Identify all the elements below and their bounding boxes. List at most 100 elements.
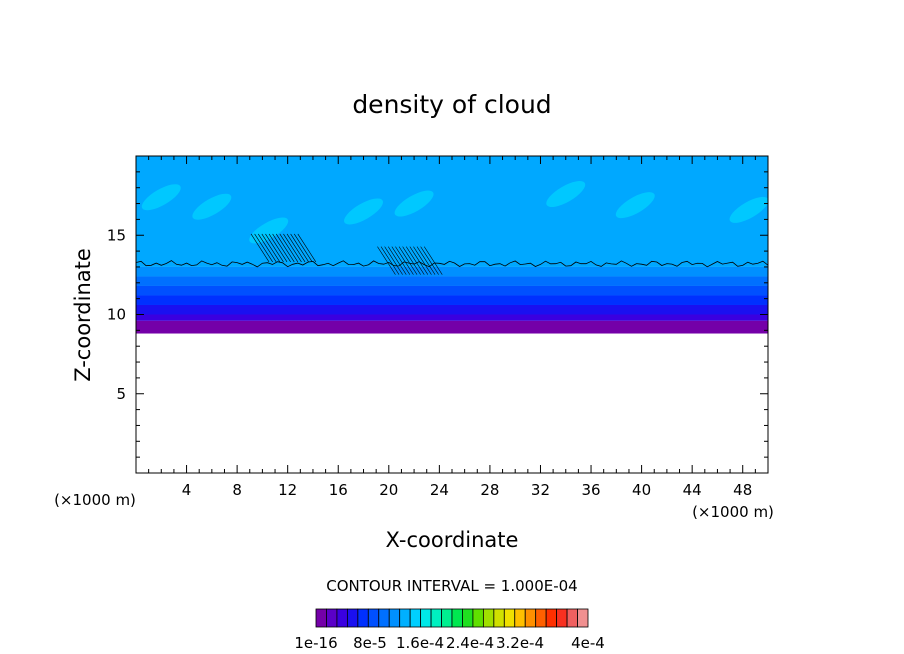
- x-tick-label: 20: [379, 481, 398, 499]
- turbulence-hatch-0-7: [275, 233, 295, 263]
- turbulence-hatch-1-2: [384, 246, 403, 275]
- turbulence-hatch-0-9: [283, 233, 302, 263]
- colorbar-swatch: [535, 608, 547, 628]
- x-tick-label: 44: [683, 481, 702, 499]
- colorbar-swatch: [420, 608, 432, 628]
- turbulence-hatch-1-10: [413, 246, 432, 275]
- x-tick-label: 8: [232, 481, 242, 499]
- colorbar-swatch: [315, 608, 327, 628]
- turbulence-hatch-0-8: [279, 233, 299, 263]
- turbulence-hatch-0-1: [254, 233, 273, 263]
- colorbar-swatch: [524, 608, 537, 628]
- x-tick-label: 32: [531, 481, 550, 499]
- turbulence-hatch-0-11: [290, 233, 309, 263]
- density-band-6: [136, 314, 768, 321]
- x-axis-label: X-coordinate: [386, 528, 519, 552]
- turbulence-hatch-1-7: [402, 246, 421, 275]
- contour-interval-note: CONTOUR INTERVAL = 1.000E-04: [326, 577, 577, 595]
- colorbar-swatch: [493, 608, 505, 628]
- cloud-wisp-1: [192, 193, 232, 220]
- x-tick-label: 12: [278, 481, 297, 499]
- colorbar-swatch: [462, 608, 474, 628]
- x-tick-label: 40: [632, 481, 651, 499]
- colorbar-swatch: [503, 608, 516, 628]
- colorbar-label: 1.6e-4: [396, 634, 444, 652]
- density-band-1: [136, 266, 768, 277]
- chart-title: density of cloud: [352, 90, 551, 119]
- colorbar-swatch: [326, 608, 338, 628]
- x-tick-label: 28: [480, 481, 499, 499]
- colorbar-label: 2.4e-4: [446, 634, 494, 652]
- colorbar-swatch: [514, 608, 526, 628]
- colorbar-swatch: [545, 608, 558, 628]
- colorbar-swatch: [336, 608, 348, 628]
- colorbar-swatch: [399, 608, 411, 628]
- colorbar-swatch: [346, 608, 359, 628]
- colorbar-label: 8e-5: [353, 634, 387, 652]
- cloud-wisp-5: [546, 181, 586, 208]
- y-tick-label: 5: [116, 385, 126, 403]
- turbulence-hatch-1-1: [380, 246, 400, 275]
- turbulence-hatch-1-11: [416, 246, 436, 275]
- density-band-4: [136, 295, 768, 305]
- turbulence-hatch-0-0: [250, 233, 270, 263]
- colorbar-swatch: [378, 608, 390, 628]
- turbulence-hatch-1-4: [391, 246, 411, 275]
- density-band-5: [136, 304, 768, 315]
- colorbar-labels: 1e-16 8e-5 1.6e-4 2.4e-4 3.2e-4 4e-4: [294, 634, 605, 652]
- turbulence-hatch-0-4: [265, 233, 284, 263]
- turbulence-hatch-0-2: [257, 233, 277, 263]
- turbulence-hatch-1-12: [420, 246, 439, 275]
- colorbar-swatch: [472, 608, 484, 628]
- x-axis-ticks: 4 8 12 16 20 24 28 32 36 40 44 48: [135, 156, 769, 499]
- density-band-0: [136, 156, 768, 267]
- x-unit-note-right: (×1000 m): [692, 503, 774, 521]
- y-axis-ticks: 5 10 15: [107, 155, 768, 474]
- colorbar-swatch: [367, 608, 380, 628]
- turbulence-hatch-0-13: [297, 233, 317, 263]
- cloud-density-field: [136, 156, 768, 334]
- colorbar-swatch: [430, 608, 442, 628]
- colorbar-swatch: [566, 608, 578, 628]
- cloud-wisp-4: [394, 190, 434, 217]
- cloud-wisp-2: [249, 217, 289, 244]
- colorbar-label: 3.2e-4: [496, 634, 544, 652]
- y-tick-label: 10: [107, 306, 126, 324]
- cloud-wisp-3: [344, 198, 383, 225]
- turbulence-hatch-0-10: [286, 233, 306, 263]
- turbulence-hatch-0-5: [268, 233, 288, 263]
- x-tick-label: 48: [733, 481, 752, 499]
- colorbar: [315, 608, 589, 628]
- colorbar-label: 1e-16: [294, 634, 337, 652]
- colorbar-swatch: [556, 608, 568, 628]
- turbulence-hatch-1-13: [423, 246, 443, 275]
- cloud-wisp-0: [141, 184, 181, 211]
- density-band-3: [136, 285, 768, 296]
- density-band-7: [136, 320, 768, 334]
- x-tick-label: 36: [581, 481, 600, 499]
- turbulence-hatch-1-5: [395, 246, 414, 275]
- turbulence-hatch-0-3: [261, 233, 281, 263]
- density-band-2: [136, 276, 768, 286]
- contour-line: [136, 260, 768, 268]
- colorbar-swatch: [388, 608, 401, 628]
- colorbar-label: 4e-4: [571, 634, 605, 652]
- y-axis-label: Z-coordinate: [71, 248, 95, 382]
- y-tick-label: 15: [107, 226, 126, 244]
- colorbar-swatch: [577, 608, 589, 628]
- turbulence-hatch-1-3: [387, 246, 407, 275]
- cloud-wisp-7: [729, 196, 768, 223]
- turbulence-hatch-1-6: [398, 246, 418, 275]
- contour-lines: [136, 233, 768, 275]
- colorbar-swatch: [482, 608, 495, 628]
- turbulence-hatch-0-12: [293, 233, 313, 263]
- x-unit-note-left: (×1000 m): [54, 491, 136, 509]
- x-tick-label: 24: [430, 481, 449, 499]
- colorbar-swatch: [441, 608, 453, 628]
- turbulence-hatch-0-6: [272, 233, 291, 263]
- x-tick-label: 16: [329, 481, 348, 499]
- colorbar-swatch: [409, 608, 422, 628]
- colorbar-swatch: [357, 608, 369, 628]
- turbulence-hatch-1-9: [409, 246, 429, 275]
